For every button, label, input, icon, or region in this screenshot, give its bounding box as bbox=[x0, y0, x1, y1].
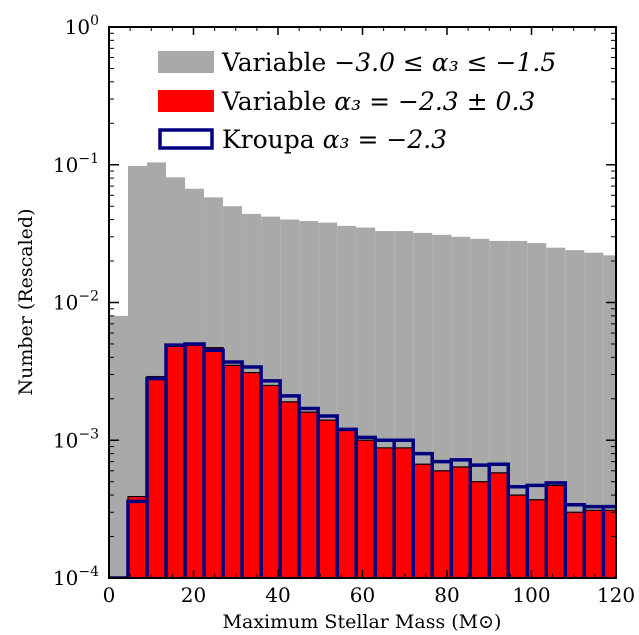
bar-series-2 bbox=[602, 509, 616, 578]
legend-label-1: Variable −3.0 ≤ α₃ ≤ −1.5 bbox=[221, 48, 556, 77]
y-tick-label: 100 bbox=[65, 13, 99, 39]
bar-series-2 bbox=[260, 384, 281, 578]
bar-series-2 bbox=[393, 447, 414, 578]
bar-series-2 bbox=[583, 509, 604, 578]
y-tick-label: 10−1 bbox=[53, 151, 99, 177]
legend-label-3: Kroupa α₃ = −2.3 bbox=[222, 125, 447, 154]
bar-series-1 bbox=[584, 252, 604, 578]
legend-swatch-1 bbox=[158, 51, 214, 73]
bar-series-2 bbox=[317, 419, 338, 578]
y-tick-label: 10−2 bbox=[53, 289, 99, 315]
bar-series-2 bbox=[507, 494, 528, 578]
y-tick-label: 10−3 bbox=[53, 426, 99, 452]
bar-series-2 bbox=[184, 344, 205, 578]
bar-series-2 bbox=[431, 470, 452, 578]
legend-swatch-3 bbox=[158, 128, 214, 150]
bar-series-1 bbox=[527, 243, 547, 578]
bar-series-2 bbox=[222, 364, 243, 578]
x-tick-label: 60 bbox=[350, 583, 375, 607]
bar-series-2 bbox=[526, 499, 547, 578]
bar-series-2 bbox=[374, 447, 395, 578]
bar-series-2 bbox=[469, 481, 490, 578]
bar-series-2 bbox=[241, 371, 262, 578]
tick-labels: 0 20 40 60 80 100 120 10−4 10−3 10−2 10−1 100 bbox=[53, 13, 635, 607]
legend: Variable −3.0 ≤ α₃ ≤ −1.5 Variable α₃ = −… bbox=[158, 48, 556, 154]
x-tick-label: 120 bbox=[597, 583, 635, 607]
x-tick-label: 100 bbox=[512, 583, 550, 607]
legend-swatch-2 bbox=[158, 90, 214, 112]
bar-series-2 bbox=[146, 375, 167, 578]
bar-series-2 bbox=[298, 411, 319, 578]
bar-series-1 bbox=[128, 165, 148, 578]
y-tick-label: 10−4 bbox=[53, 564, 99, 590]
x-tick-label: 40 bbox=[265, 583, 290, 607]
bar-series-2 bbox=[488, 472, 509, 578]
bar-series-2 bbox=[165, 345, 186, 578]
x-tick-label: 80 bbox=[434, 583, 459, 607]
bar-series-2 bbox=[545, 484, 566, 578]
bar-series-2 bbox=[279, 401, 300, 578]
bar-series-1 bbox=[565, 250, 585, 578]
bar-series-1 bbox=[508, 240, 528, 578]
bar-series-2 bbox=[564, 511, 585, 578]
legend-label-2: Variable α₃ = −2.3 ± 0.3 bbox=[221, 87, 535, 116]
x-tick-label: 20 bbox=[181, 583, 206, 607]
histogram-bars bbox=[109, 162, 616, 578]
bar-series-2 bbox=[336, 428, 357, 578]
bar-series-2 bbox=[412, 463, 433, 578]
x-tick-label: 0 bbox=[103, 583, 116, 607]
bar-series-1 bbox=[603, 255, 616, 578]
y-axis-title: Number (Rescaled) bbox=[15, 209, 37, 396]
plot-frame bbox=[108, 26, 617, 579]
bar-series-2 bbox=[355, 439, 376, 578]
outline-series-3 bbox=[109, 342, 616, 578]
bar-series-2 bbox=[203, 347, 224, 578]
bar-series-2 bbox=[127, 495, 148, 578]
x-axis-title: Maximum Stellar Mass (M⊙) bbox=[223, 611, 502, 633]
bar-series-2 bbox=[450, 466, 471, 578]
